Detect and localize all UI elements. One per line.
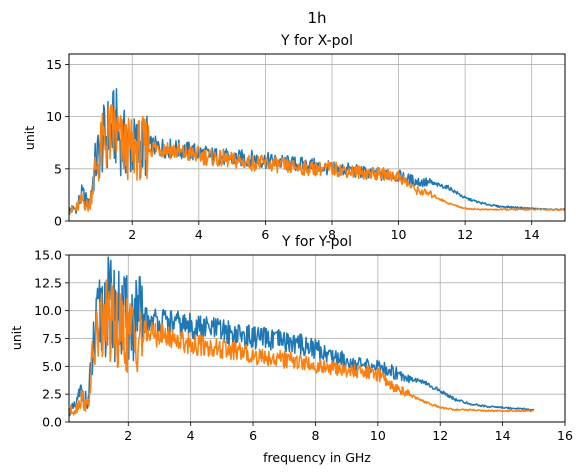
plot-frame-x-pol bbox=[68, 53, 566, 222]
ticks-y-pol: 2 4 6 8 10 12 14 16 0.0 2.5 5.0 7.5 10.0 12.5 15.0 bbox=[34, 248, 573, 444]
y-tick-label: 10 bbox=[46, 109, 62, 124]
y-tick-label: 15 bbox=[46, 57, 62, 72]
chart-title-y-pol: Y for Y-pol bbox=[281, 234, 352, 250]
y-tick-label: 15.0 bbox=[34, 248, 62, 263]
series-line-1 bbox=[68, 256, 535, 417]
x-tick-label: 4 bbox=[195, 227, 203, 242]
y-tick-label: 2.5 bbox=[42, 387, 62, 402]
x-tick-label: 12 bbox=[457, 227, 473, 242]
x-tick-label: 6 bbox=[249, 428, 257, 443]
y-tick-label: 5 bbox=[54, 161, 62, 176]
y-tick-label: 0.0 bbox=[42, 415, 62, 430]
ticks-x-pol: 2 4 6 8 10 12 14 0 5 10 15 bbox=[46, 57, 540, 242]
x-tick-label: 8 bbox=[311, 428, 319, 443]
y-tick-label: 0 bbox=[54, 214, 62, 229]
x-axis-label-y-pol: frequency in GHz bbox=[263, 450, 371, 465]
chart-x-pol: Y for X-pol 2 4 6 8 10 12 14 0 5 10 15 unit bbox=[22, 33, 566, 242]
chart-y-pol: 2 4 6 8 10 12 14 16 0.0 2.5 5.0 7.5 10.0 12.5 15.0 Y f… bbox=[9, 234, 573, 465]
series-lines-x-pol bbox=[68, 88, 566, 216]
y-tick-label: 7.5 bbox=[42, 331, 62, 346]
x-tick-label: 8 bbox=[328, 227, 336, 242]
y-axis-label-x-pol: unit bbox=[22, 126, 37, 150]
y-axis-label-y-pol: unit bbox=[9, 326, 24, 350]
series-line-1 bbox=[68, 88, 566, 215]
y-tick-label: 12.5 bbox=[34, 275, 62, 290]
x-tick-label: 14 bbox=[524, 227, 540, 242]
x-tick-label: 14 bbox=[495, 428, 511, 443]
x-tick-label: 10 bbox=[370, 428, 386, 443]
x-tick-label: 12 bbox=[432, 428, 448, 443]
chart-title-x-pol: Y for X-pol bbox=[280, 33, 353, 49]
figure-title: 1h bbox=[307, 9, 326, 27]
y-tick-label: 5.0 bbox=[42, 359, 62, 374]
x-tick-label: 16 bbox=[557, 428, 573, 443]
x-tick-label: 4 bbox=[187, 428, 195, 443]
x-tick-label: 10 bbox=[391, 227, 407, 242]
series-lines-y-pol bbox=[68, 256, 535, 417]
x-tick-label: 2 bbox=[124, 428, 132, 443]
series-line-2 bbox=[68, 279, 535, 416]
x-tick-label: 2 bbox=[128, 227, 136, 242]
x-tick-label: 6 bbox=[261, 227, 269, 242]
y-tick-label: 10.0 bbox=[34, 303, 62, 318]
series-line-2 bbox=[68, 104, 566, 216]
